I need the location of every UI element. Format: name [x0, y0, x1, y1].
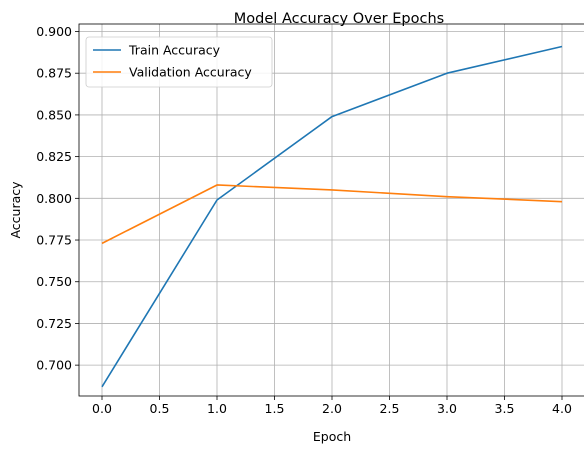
y-axis-label: Accuracy — [8, 181, 23, 239]
y-tick-label: 0.775 — [36, 233, 72, 248]
plot-area-frame — [78, 23, 584, 397]
x-tick-label: 1.0 — [207, 401, 227, 416]
x-tick-label: 2.5 — [380, 401, 400, 416]
x-tick-label: 0.0 — [92, 401, 112, 416]
x-tick-label: 1.5 — [265, 401, 285, 416]
y-tick-label: 0.700 — [36, 358, 72, 373]
y-tick-label: 0.875 — [36, 66, 72, 81]
x-tick-label: 0.5 — [150, 401, 170, 416]
x-tick-label: 3.0 — [437, 401, 457, 416]
x-tick-label: 4.0 — [552, 401, 572, 416]
legend: Train Accuracy Validation Accuracy — [85, 36, 273, 88]
series-lines — [101, 45, 563, 388]
x-tick-label: 2.0 — [322, 401, 342, 416]
series-line-train-accuracy — [101, 45, 563, 388]
y-tick-label: 0.900 — [36, 24, 72, 39]
x-tick-label: 3.5 — [495, 401, 515, 416]
axis-ticks: 0.0 0.5 1.0 1.5 2.0 2.5 3.0 3.5 4.0 0.700 0.725 0.7… — [36, 24, 572, 416]
x-axis-label: Epoch — [313, 429, 351, 444]
y-tick-label: 0.725 — [36, 316, 72, 331]
y-tick-label: 0.750 — [36, 274, 72, 289]
series-line-validation-accuracy — [101, 184, 563, 245]
legend-label-train: Train Accuracy — [128, 43, 221, 58]
legend-label-validation: Validation Accuracy — [129, 65, 252, 80]
chart-title: Model Accuracy Over Epochs — [234, 11, 444, 27]
legend-box — [85, 36, 273, 88]
y-tick-label: 0.825 — [36, 149, 72, 164]
y-tick-label: 0.850 — [36, 107, 72, 122]
y-tick-label: 0.800 — [36, 191, 72, 206]
